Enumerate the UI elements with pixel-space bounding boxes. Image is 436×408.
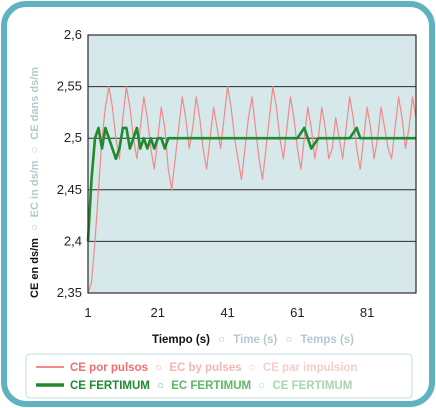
y-tick-label: 2,35 — [57, 285, 82, 300]
legend-pulses-fr: CE par impulsion — [263, 362, 358, 374]
legend-fertimum-es: CE FERTIMUM — [70, 380, 150, 392]
legend-fertimum-sep-1: ○ — [157, 380, 164, 392]
series-line-pulses — [87, 85, 417, 294]
series-line-fertimum — [86, 126, 416, 242]
legend-pulses-sep-1: ○ — [155, 362, 162, 374]
x-tick-label: 81 — [360, 305, 374, 320]
x-axis-title: Tiempo (s) ○ Time (s) ○ Temps (s) — [152, 334, 354, 346]
y-axis-title-es: CE en ds/m — [29, 238, 41, 298]
y-axis-sep-1: ○ — [29, 224, 41, 231]
series-lines — [86, 85, 417, 294]
y-tick-label: 2,55 — [57, 79, 82, 94]
x-axis-sep-2: ○ — [285, 334, 292, 346]
legend-item-fertimum: CE FERTIMUM ○ EC FERTIMUM ○ CE FERTIMUM — [36, 380, 352, 392]
legend-pulses-sep-2: ○ — [249, 362, 256, 374]
y-axis-title: CE en ds/m ○ EC in ds/m ○ CE dans ds/m — [29, 67, 41, 298]
x-axis-title-en: Time (s) — [233, 334, 277, 346]
x-axis-title-fr: Temps (s) — [301, 334, 355, 346]
plot-area — [88, 35, 416, 293]
legend-fertimum-sep-2: ○ — [258, 380, 265, 392]
legend-label-fertimum: CE FERTIMUM ○ EC FERTIMUM ○ CE FERTIMUM — [70, 380, 352, 392]
y-tick-label: 2,4 — [64, 233, 82, 248]
x-tick-label: 21 — [151, 305, 165, 320]
x-tick-labels: 1 21 41 61 81 — [84, 305, 374, 320]
y-axis-title-en: EC in ds/m — [29, 160, 41, 217]
y-tick-labels: 2,6 2,55 2,5 2,45 2,4 2,35 — [57, 27, 82, 300]
y-tick-label: 2,5 — [64, 130, 82, 145]
y-tick-label: 2,45 — [57, 182, 82, 197]
y-axis-title-fr: CE dans ds/m — [29, 67, 41, 140]
legend-box — [25, 353, 413, 399]
legend-pulses-en: EC by pulses — [169, 362, 241, 374]
legend-pulses-es: CE por pulsos — [70, 362, 148, 374]
x-axis-title-es: Tiempo (s) — [152, 334, 210, 346]
legend-item-pulses: CE por pulsos ○ EC by pulses ○ CE par im… — [36, 362, 357, 374]
x-axis-sep-1: ○ — [218, 334, 225, 346]
legend-fertimum-en: EC FERTIMUM — [171, 380, 251, 392]
x-tick-label: 61 — [290, 305, 304, 320]
x-tick-label: 1 — [84, 305, 91, 320]
legend-fertimum-fr: CE FERTIMUM — [272, 380, 352, 392]
y-axis-sep-2: ○ — [29, 147, 41, 154]
y-tick-label: 2,6 — [64, 27, 82, 42]
plot-border — [87, 34, 417, 294]
legend-label-pulses: CE por pulsos ○ EC by pulses ○ CE par im… — [70, 362, 357, 374]
x-tick-label: 41 — [220, 305, 234, 320]
